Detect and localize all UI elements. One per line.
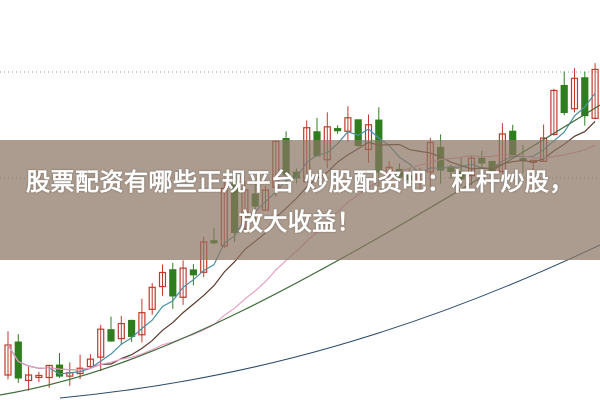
down-candle bbox=[14, 341, 22, 379]
up-candle bbox=[591, 68, 599, 119]
up-candle bbox=[45, 364, 53, 379]
article-title: 股票配资有哪些正规平台 炒股配资吧：杠杆炒股， 放大收益！ bbox=[0, 162, 600, 242]
up-candle bbox=[158, 271, 167, 288]
up-candle bbox=[550, 89, 558, 135]
up-candle bbox=[25, 374, 33, 382]
up-candle bbox=[86, 358, 95, 368]
title-overlay-band bbox=[0, 140, 600, 260]
title-line-1: 股票配资有哪些正规平台 炒股配资吧：杠杆炒股， bbox=[26, 168, 574, 196]
up-candle bbox=[570, 77, 579, 110]
title-line-2: 放大收益！ bbox=[238, 208, 362, 236]
down-candle bbox=[581, 77, 589, 117]
up-candle bbox=[148, 286, 156, 310]
up-candle bbox=[117, 322, 125, 340]
down-candle bbox=[560, 84, 568, 114]
up-candle bbox=[35, 374, 43, 379]
down-candle bbox=[189, 269, 197, 276]
up-candle bbox=[179, 267, 187, 298]
down-candle bbox=[128, 319, 136, 337]
down-candle bbox=[55, 364, 64, 377]
down-candle bbox=[169, 269, 177, 297]
down-candle bbox=[107, 329, 115, 342]
up-candle bbox=[138, 312, 146, 336]
up-candle bbox=[97, 328, 105, 358]
ma-line-long bbox=[59, 244, 600, 399]
down-candle bbox=[334, 128, 342, 132]
